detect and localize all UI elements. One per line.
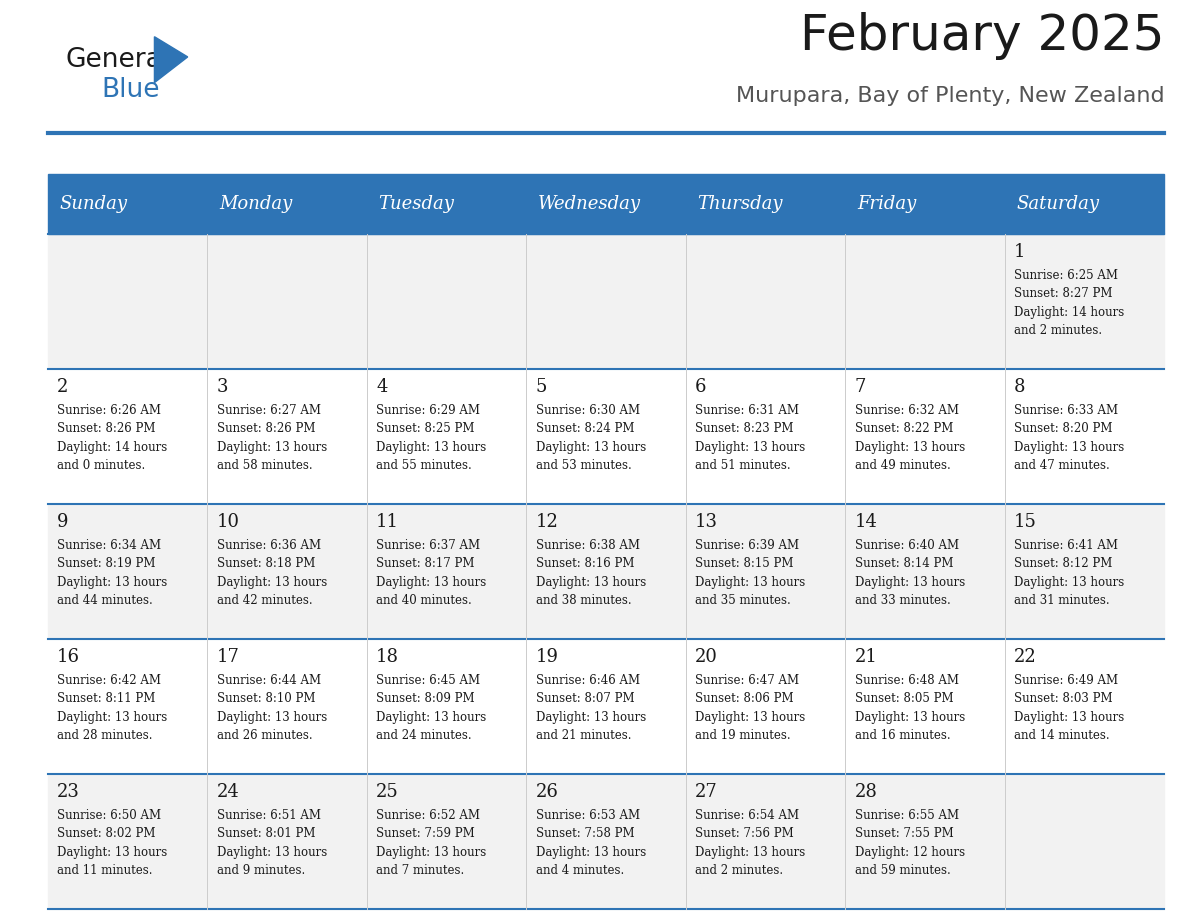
Text: Monday: Monday <box>219 196 292 213</box>
Text: February 2025: February 2025 <box>800 12 1164 60</box>
Text: Sunrise: 6:39 AM
Sunset: 8:15 PM
Daylight: 13 hours
and 35 minutes.: Sunrise: 6:39 AM Sunset: 8:15 PM Dayligh… <box>695 539 805 608</box>
Text: Sunrise: 6:25 AM
Sunset: 8:27 PM
Daylight: 14 hours
and 2 minutes.: Sunrise: 6:25 AM Sunset: 8:27 PM Dayligh… <box>1015 269 1125 338</box>
Text: Sunrise: 6:50 AM
Sunset: 8:02 PM
Daylight: 13 hours
and 11 minutes.: Sunrise: 6:50 AM Sunset: 8:02 PM Dayligh… <box>57 809 168 878</box>
Text: Sunrise: 6:46 AM
Sunset: 8:07 PM
Daylight: 13 hours
and 21 minutes.: Sunrise: 6:46 AM Sunset: 8:07 PM Dayligh… <box>536 674 646 743</box>
Text: Saturday: Saturday <box>1017 196 1100 213</box>
Text: Sunrise: 6:38 AM
Sunset: 8:16 PM
Daylight: 13 hours
and 38 minutes.: Sunrise: 6:38 AM Sunset: 8:16 PM Dayligh… <box>536 539 646 608</box>
Text: 18: 18 <box>377 648 399 666</box>
Text: Sunrise: 6:41 AM
Sunset: 8:12 PM
Daylight: 13 hours
and 31 minutes.: Sunrise: 6:41 AM Sunset: 8:12 PM Dayligh… <box>1015 539 1125 608</box>
Text: 4: 4 <box>377 378 387 397</box>
Text: Sunrise: 6:53 AM
Sunset: 7:58 PM
Daylight: 13 hours
and 4 minutes.: Sunrise: 6:53 AM Sunset: 7:58 PM Dayligh… <box>536 809 646 878</box>
Text: Sunrise: 6:42 AM
Sunset: 8:11 PM
Daylight: 13 hours
and 28 minutes.: Sunrise: 6:42 AM Sunset: 8:11 PM Dayligh… <box>57 674 168 743</box>
Text: Sunrise: 6:49 AM
Sunset: 8:03 PM
Daylight: 13 hours
and 14 minutes.: Sunrise: 6:49 AM Sunset: 8:03 PM Dayligh… <box>1015 674 1125 743</box>
Bar <box>48 639 1164 774</box>
Text: General: General <box>65 47 170 73</box>
Text: Sunrise: 6:54 AM
Sunset: 7:56 PM
Daylight: 13 hours
and 2 minutes.: Sunrise: 6:54 AM Sunset: 7:56 PM Dayligh… <box>695 809 805 878</box>
Text: 1: 1 <box>1015 243 1025 262</box>
Text: 9: 9 <box>57 513 69 532</box>
Text: 25: 25 <box>377 783 399 801</box>
Text: Sunrise: 6:52 AM
Sunset: 7:59 PM
Daylight: 13 hours
and 7 minutes.: Sunrise: 6:52 AM Sunset: 7:59 PM Dayligh… <box>377 809 486 878</box>
Text: Sunrise: 6:26 AM
Sunset: 8:26 PM
Daylight: 14 hours
and 0 minutes.: Sunrise: 6:26 AM Sunset: 8:26 PM Dayligh… <box>57 404 168 473</box>
Text: 26: 26 <box>536 783 558 801</box>
Text: Sunrise: 6:33 AM
Sunset: 8:20 PM
Daylight: 13 hours
and 47 minutes.: Sunrise: 6:33 AM Sunset: 8:20 PM Dayligh… <box>1015 404 1125 473</box>
Text: 14: 14 <box>854 513 878 532</box>
Bar <box>48 774 1164 909</box>
Polygon shape <box>154 37 188 83</box>
Text: Sunrise: 6:44 AM
Sunset: 8:10 PM
Daylight: 13 hours
and 26 minutes.: Sunrise: 6:44 AM Sunset: 8:10 PM Dayligh… <box>216 674 327 743</box>
Text: Sunrise: 6:47 AM
Sunset: 8:06 PM
Daylight: 13 hours
and 19 minutes.: Sunrise: 6:47 AM Sunset: 8:06 PM Dayligh… <box>695 674 805 743</box>
Text: Sunrise: 6:31 AM
Sunset: 8:23 PM
Daylight: 13 hours
and 51 minutes.: Sunrise: 6:31 AM Sunset: 8:23 PM Dayligh… <box>695 404 805 473</box>
Text: Wednesday: Wednesday <box>538 196 642 213</box>
Text: Sunrise: 6:45 AM
Sunset: 8:09 PM
Daylight: 13 hours
and 24 minutes.: Sunrise: 6:45 AM Sunset: 8:09 PM Dayligh… <box>377 674 486 743</box>
Text: Sunrise: 6:51 AM
Sunset: 8:01 PM
Daylight: 13 hours
and 9 minutes.: Sunrise: 6:51 AM Sunset: 8:01 PM Dayligh… <box>216 809 327 878</box>
Text: Thursday: Thursday <box>697 196 783 213</box>
Text: 6: 6 <box>695 378 707 397</box>
Text: Sunrise: 6:37 AM
Sunset: 8:17 PM
Daylight: 13 hours
and 40 minutes.: Sunrise: 6:37 AM Sunset: 8:17 PM Dayligh… <box>377 539 486 608</box>
Text: 15: 15 <box>1015 513 1037 532</box>
Text: 17: 17 <box>216 648 240 666</box>
Text: Tuesday: Tuesday <box>379 196 454 213</box>
Text: 21: 21 <box>854 648 878 666</box>
Text: Sunrise: 6:55 AM
Sunset: 7:55 PM
Daylight: 12 hours
and 59 minutes.: Sunrise: 6:55 AM Sunset: 7:55 PM Dayligh… <box>854 809 965 878</box>
Text: 12: 12 <box>536 513 558 532</box>
Text: Murupara, Bay of Plenty, New Zealand: Murupara, Bay of Plenty, New Zealand <box>735 85 1164 106</box>
Text: 19: 19 <box>536 648 558 666</box>
Bar <box>48 234 1164 369</box>
Text: 28: 28 <box>854 783 878 801</box>
Text: 13: 13 <box>695 513 719 532</box>
Text: 20: 20 <box>695 648 718 666</box>
Text: 2: 2 <box>57 378 69 397</box>
Text: Sunrise: 6:29 AM
Sunset: 8:25 PM
Daylight: 13 hours
and 55 minutes.: Sunrise: 6:29 AM Sunset: 8:25 PM Dayligh… <box>377 404 486 473</box>
Bar <box>48 504 1164 639</box>
Text: 11: 11 <box>377 513 399 532</box>
Text: 16: 16 <box>57 648 80 666</box>
Bar <box>48 369 1164 504</box>
Text: 7: 7 <box>854 378 866 397</box>
Text: Sunrise: 6:34 AM
Sunset: 8:19 PM
Daylight: 13 hours
and 44 minutes.: Sunrise: 6:34 AM Sunset: 8:19 PM Dayligh… <box>57 539 168 608</box>
Text: 3: 3 <box>216 378 228 397</box>
Text: 24: 24 <box>216 783 239 801</box>
Text: Sunrise: 6:30 AM
Sunset: 8:24 PM
Daylight: 13 hours
and 53 minutes.: Sunrise: 6:30 AM Sunset: 8:24 PM Dayligh… <box>536 404 646 473</box>
Text: Friday: Friday <box>857 196 916 213</box>
Text: Sunday: Sunday <box>59 196 127 213</box>
Text: Sunrise: 6:40 AM
Sunset: 8:14 PM
Daylight: 13 hours
and 33 minutes.: Sunrise: 6:40 AM Sunset: 8:14 PM Dayligh… <box>854 539 965 608</box>
Text: Blue: Blue <box>101 77 159 103</box>
Text: Sunrise: 6:36 AM
Sunset: 8:18 PM
Daylight: 13 hours
and 42 minutes.: Sunrise: 6:36 AM Sunset: 8:18 PM Dayligh… <box>216 539 327 608</box>
Text: Sunrise: 6:48 AM
Sunset: 8:05 PM
Daylight: 13 hours
and 16 minutes.: Sunrise: 6:48 AM Sunset: 8:05 PM Dayligh… <box>854 674 965 743</box>
Text: 22: 22 <box>1015 648 1037 666</box>
Text: Sunrise: 6:32 AM
Sunset: 8:22 PM
Daylight: 13 hours
and 49 minutes.: Sunrise: 6:32 AM Sunset: 8:22 PM Dayligh… <box>854 404 965 473</box>
Text: 8: 8 <box>1015 378 1025 397</box>
Text: Sunrise: 6:27 AM
Sunset: 8:26 PM
Daylight: 13 hours
and 58 minutes.: Sunrise: 6:27 AM Sunset: 8:26 PM Dayligh… <box>216 404 327 473</box>
Bar <box>48 174 1164 234</box>
Text: 5: 5 <box>536 378 546 397</box>
Text: 23: 23 <box>57 783 80 801</box>
Text: 10: 10 <box>216 513 240 532</box>
Text: 27: 27 <box>695 783 718 801</box>
